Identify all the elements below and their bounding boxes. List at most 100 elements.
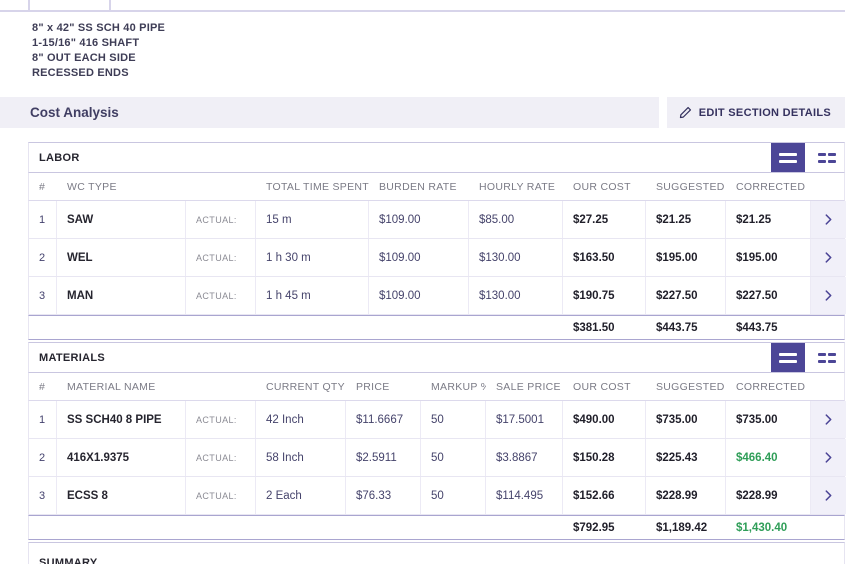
column-header: BURDEN RATE (379, 180, 457, 193)
summary-section-header: SUMMARY (28, 542, 845, 564)
rows-view-toggle-icon[interactable] (771, 143, 805, 172)
labor-total-suggested: $443.75 (656, 321, 698, 334)
column-header: SALE PRICE (496, 380, 561, 393)
column-header: MATERIAL NAME (67, 380, 156, 393)
rows-view-toggle-icon[interactable] (771, 343, 805, 372)
our-cost-value: $190.75 (563, 277, 646, 314)
note-line: RECESSED ENDS (32, 67, 129, 79)
actual-label: ACTUAL: (186, 201, 256, 238)
our-cost-value: $163.50 (563, 239, 646, 276)
burden-rate-value: $109.00 (369, 239, 469, 276)
material-row: 2 416X1.9375 ACTUAL: 58 Inch $2.5911 50 … (28, 439, 846, 477)
cutoff-table-divider (109, 0, 111, 10)
item-description-notes: 8" x 42" SS SCH 40 PIPE 1-15/16" 416 SHA… (32, 21, 165, 81)
bar-glyph (779, 359, 797, 363)
cost-analysis-header: Cost Analysis EDIT SECTION DETAILS (0, 97, 845, 128)
sale-price-value: $17.5001 (486, 401, 563, 438)
split-bar-glyph (818, 352, 836, 356)
column-header: WC TYPE (67, 180, 117, 193)
markup-value: 50 (421, 401, 486, 438)
column-header-spacer (186, 373, 256, 400)
chevron-right-icon (825, 290, 832, 301)
column-header: # (39, 380, 46, 393)
detail-view-toggle-icon[interactable] (810, 343, 844, 372)
pencil-icon (679, 106, 691, 119)
materials-section: MATERIALS # MATERIAL NAME CURRENT QTY (28, 342, 846, 540)
materials-section-title: MATERIALS (39, 351, 106, 364)
price-value: $76.33 (346, 477, 421, 514)
note-line: 8" OUT EACH SIDE (32, 52, 136, 64)
row-number: 1 (29, 201, 57, 238)
chevron-right-icon (825, 252, 832, 263)
row-expand-chevron[interactable] (811, 201, 846, 238)
column-header-spacer (811, 173, 846, 200)
suggested-value: $227.50 (646, 277, 726, 314)
material-row: 3 ECSS 8 ACTUAL: 2 Each $76.33 50 $114.4… (28, 477, 846, 515)
our-cost-value: $490.00 (563, 401, 646, 438)
corrected-value: $227.50 (726, 277, 811, 314)
corrected-value: $466.40 (726, 439, 811, 476)
materials-total-corrected: $1,430.40 (736, 521, 788, 534)
column-header: MARKUP % (431, 380, 486, 393)
note-line: 1-15/16" 416 SHAFT (32, 37, 140, 49)
suggested-value: $21.25 (646, 201, 726, 238)
corrected-value: $21.25 (726, 201, 811, 238)
column-header: OUR COST (573, 380, 631, 393)
materials-totals-row: $792.95 $1,189.42 $1,430.40 (28, 515, 845, 540)
time-spent-value: 15 m (256, 201, 369, 238)
labor-row: 3 MAN ACTUAL: 1 h 45 m $109.00 $130.00 $… (28, 277, 846, 315)
row-number: 1 (29, 401, 57, 438)
column-header: SUGGESTED (656, 380, 725, 393)
sale-price-value: $3.8867 (486, 439, 563, 476)
row-expand-chevron[interactable] (811, 439, 846, 476)
chevron-right-icon (825, 214, 832, 225)
labor-totals-row: $381.50 $443.75 $443.75 (28, 315, 845, 340)
cost-analysis-title-bar: Cost Analysis (0, 97, 659, 128)
material-name-value: SS SCH40 8 PIPE (57, 401, 186, 438)
split-bar-glyph (818, 152, 836, 156)
row-number: 3 (29, 277, 57, 314)
chevron-right-icon (825, 414, 832, 425)
labor-total-corrected: $443.75 (736, 321, 778, 334)
cutoff-table-divider (28, 0, 30, 10)
materials-section-header: MATERIALS (28, 342, 845, 373)
burden-rate-value: $109.00 (369, 277, 469, 314)
wc-type-value: MAN (57, 277, 186, 314)
row-expand-chevron[interactable] (811, 477, 846, 514)
labor-section-title: LABOR (39, 151, 80, 164)
column-header: TOTAL TIME SPENT (266, 180, 369, 193)
time-spent-value: 1 h 30 m (256, 239, 369, 276)
current-qty-value: 2 Each (256, 477, 346, 514)
corrected-value: $735.00 (726, 401, 811, 438)
markup-value: 50 (421, 439, 486, 476)
edit-section-details-label: EDIT SECTION DETAILS (698, 106, 831, 119)
cutoff-table-border (0, 10, 845, 12)
our-cost-value: $152.66 (563, 477, 646, 514)
column-header-spacer (811, 373, 846, 400)
wc-type-value: WEL (57, 239, 186, 276)
column-header: PRICE (356, 380, 390, 393)
column-header: HOURLY RATE (479, 180, 556, 193)
corrected-value: $228.99 (726, 477, 811, 514)
column-header-spacer (186, 173, 256, 200)
bar-glyph (779, 352, 797, 356)
column-header: # (39, 180, 46, 193)
our-cost-value: $27.25 (563, 201, 646, 238)
labor-section: LABOR # WC TYPE TOTAL TIME SPENT (28, 142, 846, 340)
row-number: 2 (29, 439, 57, 476)
hourly-rate-value: $85.00 (469, 201, 563, 238)
row-expand-chevron[interactable] (811, 401, 846, 438)
material-row: 1 SS SCH40 8 PIPE ACTUAL: 42 Inch $11.66… (28, 401, 846, 439)
row-expand-chevron[interactable] (811, 239, 846, 276)
labor-view-toggles (771, 143, 844, 172)
detail-view-toggle-icon[interactable] (810, 143, 844, 172)
actual-label: ACTUAL: (186, 239, 256, 276)
markup-value: 50 (421, 477, 486, 514)
our-cost-value: $150.28 (563, 439, 646, 476)
edit-section-details-button[interactable]: EDIT SECTION DETAILS (666, 97, 845, 128)
materials-total-suggested: $1,189.42 (656, 521, 708, 534)
row-expand-chevron[interactable] (811, 277, 846, 314)
row-number: 2 (29, 239, 57, 276)
burden-rate-value: $109.00 (369, 201, 469, 238)
